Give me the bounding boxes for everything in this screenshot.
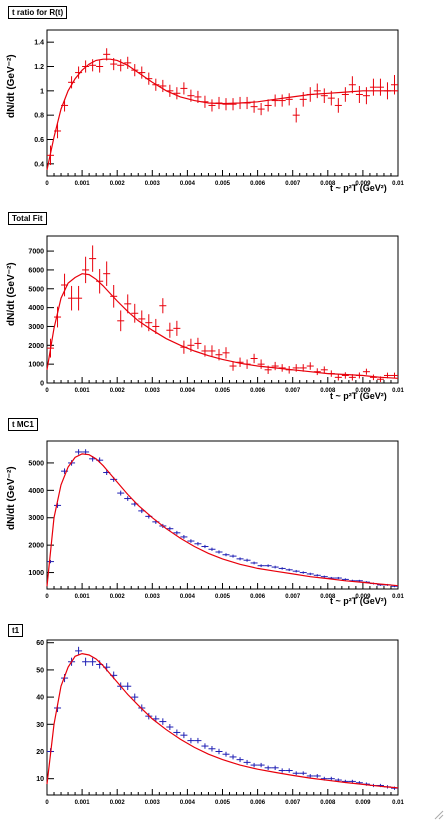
fit-curve [46,652,399,789]
y-axis-label-3: dN/dt (GeV⁻²) [6,466,17,530]
x-tick-label: 0.005 [215,594,231,600]
x-tick-label: 0.008 [320,594,336,600]
x-tick-label: 0.003 [145,594,161,600]
y-tick-label: 0.6 [34,137,44,144]
x-tick-label: 0.009 [355,181,371,187]
x-tick-label: 0.007 [285,800,301,806]
x-tick-label: 0.006 [250,800,266,806]
x-tick-label: 0.003 [145,181,161,187]
y-tick-label: 3000 [28,324,44,331]
x-tick-label: 0 [45,800,49,806]
x-tick-label: 0.005 [215,800,231,806]
panel-title-3: t MC1 [8,418,38,431]
x-tick-label: 0.005 [215,388,231,394]
fit-curve [46,453,399,587]
y-tick-label: 3000 [28,515,44,522]
x-tick-label: 0.007 [285,594,301,600]
x-tick-label: 0.01 [392,181,404,187]
y-tick-label: 4000 [28,488,44,495]
y-tick-label: 20 [36,749,44,756]
y-tick-label: 2000 [28,543,44,550]
panel-title-1: t ratio for R(t) [8,6,68,19]
x-tick-label: 0.002 [110,181,126,187]
x-tick-label: 0 [45,181,49,187]
panel-title-4: t1 [8,624,24,637]
x-tick-label: 0.002 [110,594,126,600]
x-tick-label: 0.001 [75,800,91,806]
x-axis-label-2: t ~ p²T (GeV²) [330,391,387,401]
x-tick-label: 0.01 [392,594,404,600]
y-tick-label: 30 [36,722,44,729]
fit-curve [46,58,398,171]
y-tick-label: 1.4 [34,40,44,47]
y-tick-label: 0.4 [34,161,44,168]
x-tick-label: 0.01 [392,800,404,806]
x-tick-label: 0 [45,594,49,600]
x-tick-label: 0.001 [75,388,91,394]
x-tick-label: 0.006 [250,594,266,600]
y-tick-label: 4000 [28,305,44,312]
y-tick-label: 1000 [28,362,44,369]
x-tick-label: 0.004 [180,388,196,394]
x-tick-label: 0.006 [250,388,266,394]
x-tick-label: 0.002 [110,800,126,806]
x-tick-label: 0.007 [285,181,301,187]
y-tick-label: 60 [36,640,44,647]
y-tick-label: 2000 [28,343,44,350]
y-tick-label: 5000 [28,286,44,293]
x-tick-label: 0.005 [215,181,231,187]
x-tick-label: 0.004 [180,800,196,806]
x-tick-label: 0.009 [355,388,371,394]
x-tick-label: 0.008 [320,181,336,187]
x-tick-label: 0.006 [250,181,266,187]
fit-curve [46,273,399,379]
x-tick-label: 0.003 [145,388,161,394]
y-tick-label: 0.8 [34,113,44,120]
y-tick-label: 1.2 [34,64,44,71]
y-tick-label: 1 [40,88,44,95]
y-tick-label: 50 [36,667,44,674]
x-tick-label: 0.008 [320,800,336,806]
x-tick-label: 0.008 [320,388,336,394]
y-axis-label-2: dN/dt (GeV⁻²) [6,262,17,326]
x-tick-label: 0.002 [110,388,126,394]
y-axis-label-1: dN/dt (GeV⁻²) [6,54,17,118]
x-tick-label: 0.007 [285,388,301,394]
x-tick-label: 0.009 [355,594,371,600]
y-tick-label: 6000 [28,267,44,274]
y-tick-label: 5000 [28,460,44,467]
x-tick-label: 0.001 [75,594,91,600]
y-tick-label: 10 [36,776,44,783]
x-tick-label: 0.004 [180,181,196,187]
y-tick-label: 0 [40,381,44,388]
panel-title-2: Total Fit [8,212,47,225]
x-tick-label: 0.003 [145,800,161,806]
x-axis-label-3: t ~ p²T (GeV²) [330,596,387,606]
plot-frame [46,235,399,384]
y-tick-label: 7000 [28,249,44,256]
x-tick-label: 0.009 [355,800,371,806]
y-tick-label: 1000 [28,570,44,577]
resize-grip-icon[interactable] [434,810,444,820]
x-tick-label: 0 [45,388,49,394]
x-tick-label: 0.01 [392,388,404,394]
x-tick-label: 0.001 [75,181,91,187]
x-axis-label-1: t ~ p²T (GeV²) [330,183,387,193]
plot-frame [46,440,399,590]
y-tick-label: 40 [36,695,44,702]
x-tick-label: 0.004 [180,594,196,600]
